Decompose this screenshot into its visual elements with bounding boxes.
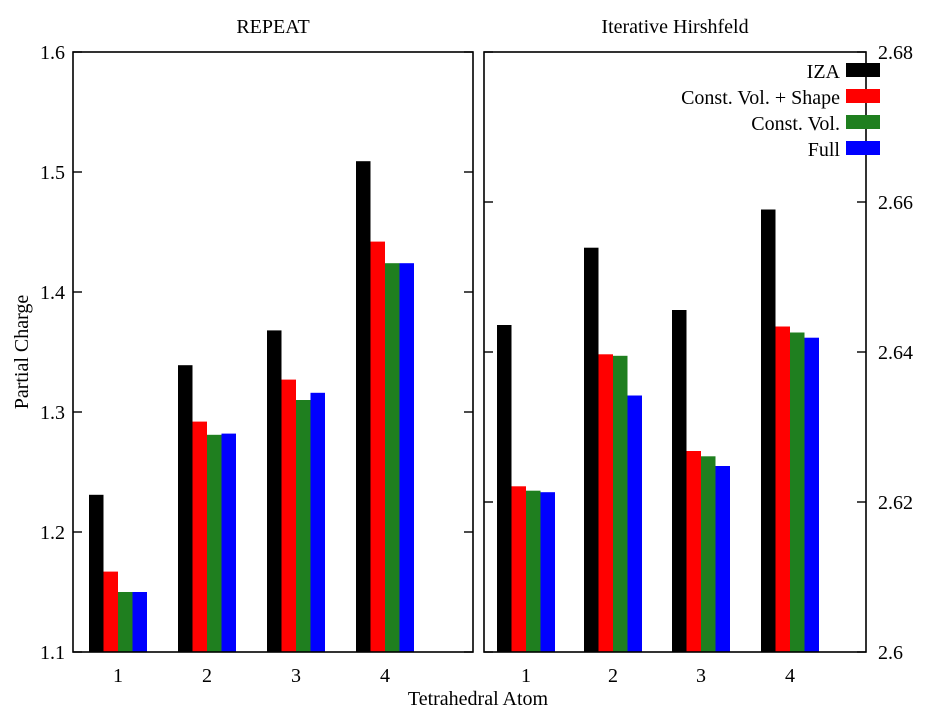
bar-hirshfeld-const-vol-2 <box>613 355 628 652</box>
bar-hirshfeld-const-vol-shape-4 <box>775 326 790 652</box>
bar-hirshfeld-const-vol-3 <box>701 456 716 652</box>
y-tick-label: 2.64 <box>878 342 913 364</box>
bar-repeat-full-3 <box>310 392 325 652</box>
bar-hirshfeld-full-2 <box>627 395 642 652</box>
x-tick-label: 3 <box>696 665 706 687</box>
bar-hirshfeld-iza-3 <box>672 310 687 652</box>
bar-repeat-const-vol-shape-2 <box>192 421 207 652</box>
legend-swatch <box>846 141 880 155</box>
chart-panel-repeat: REPEAT 1.1 1.2 1.3 1.4 1.5 1.6 1 2 3 4 <box>40 16 474 687</box>
legend-label: Const. Vol. + Shape <box>681 87 840 109</box>
bar-hirshfeld-const-vol-shape-1 <box>511 486 526 652</box>
legend-label: IZA <box>807 61 841 83</box>
plot-frame-repeat <box>72 51 474 653</box>
x-tick-label: 1 <box>113 665 123 687</box>
bar-hirshfeld-full-1 <box>540 492 555 652</box>
bar-repeat-const-vol-shape-1 <box>103 571 118 652</box>
bar-repeat-const-vol-shape-3 <box>281 379 296 652</box>
bar-hirshfeld-iza-4 <box>761 209 776 652</box>
bar-repeat-const-vol-3 <box>296 400 311 652</box>
legend-swatch <box>846 115 880 129</box>
bar-hirshfeld-full-3 <box>715 466 730 652</box>
bar-hirshfeld-const-vol-1 <box>526 490 541 652</box>
y-tick-label: 2.68 <box>878 42 913 64</box>
legend-swatch <box>846 63 880 77</box>
panel-title-hirshfeld: Iterative Hirshfeld <box>601 16 748 38</box>
bar-hirshfeld-const-vol-shape-2 <box>598 354 613 652</box>
bar-hirshfeld-iza-1 <box>497 325 512 652</box>
legend-swatch <box>846 89 880 103</box>
bar-repeat-const-vol-shape-4 <box>370 241 385 652</box>
bar-repeat-full-1 <box>132 592 147 652</box>
legend-label: Full <box>808 139 841 161</box>
y-tick-label: 1.1 <box>40 642 65 664</box>
x-tick-label: 1 <box>521 665 531 687</box>
bar-repeat-const-vol-4 <box>385 263 400 652</box>
x-tick-label: 3 <box>291 665 301 687</box>
x-tick-label: 2 <box>608 665 618 687</box>
bar-repeat-const-vol-2 <box>207 434 222 652</box>
bar-hirshfeld-iza-2 <box>584 247 599 652</box>
bar-repeat-iza-2 <box>178 365 193 652</box>
bar-hirshfeld-const-vol-shape-3 <box>686 451 701 652</box>
panel-title-repeat: REPEAT <box>236 16 309 38</box>
y-tick-label: 2.6 <box>878 642 903 664</box>
y-tick-label: 1.4 <box>40 282 65 304</box>
y-tick-label: 2.62 <box>878 492 913 514</box>
y-tick-label: 1.6 <box>40 42 65 64</box>
bar-repeat-full-2 <box>221 433 236 652</box>
bar-repeat-iza-3 <box>267 330 282 652</box>
x-axis-label: Tetrahedral Atom <box>408 688 549 710</box>
bar-repeat-full-4 <box>399 263 414 652</box>
bar-repeat-iza-4 <box>356 161 371 652</box>
x-tick-label: 4 <box>785 665 795 687</box>
bar-hirshfeld-const-vol-4 <box>790 332 805 652</box>
bar-hirshfeld-full-4 <box>804 337 819 652</box>
bar-repeat-iza-1 <box>89 494 104 652</box>
y-tick-label: 1.5 <box>40 162 65 184</box>
bar-repeat-const-vol-1 <box>118 592 133 652</box>
y-tick-label: 2.66 <box>878 192 913 214</box>
y-axis-label: Partial Charge <box>11 295 33 410</box>
chart-panel-hirshfeld: Iterative Hirshfeld 2.6 2.62 2.64 2.66 2.68 1 2… <box>483 16 913 687</box>
legend-label: Const. Vol. <box>751 113 840 135</box>
y-tick-label: 1.3 <box>40 402 65 424</box>
x-tick-label: 4 <box>380 665 390 687</box>
y-tick-label: 1.2 <box>40 522 65 544</box>
x-tick-label: 2 <box>202 665 212 687</box>
